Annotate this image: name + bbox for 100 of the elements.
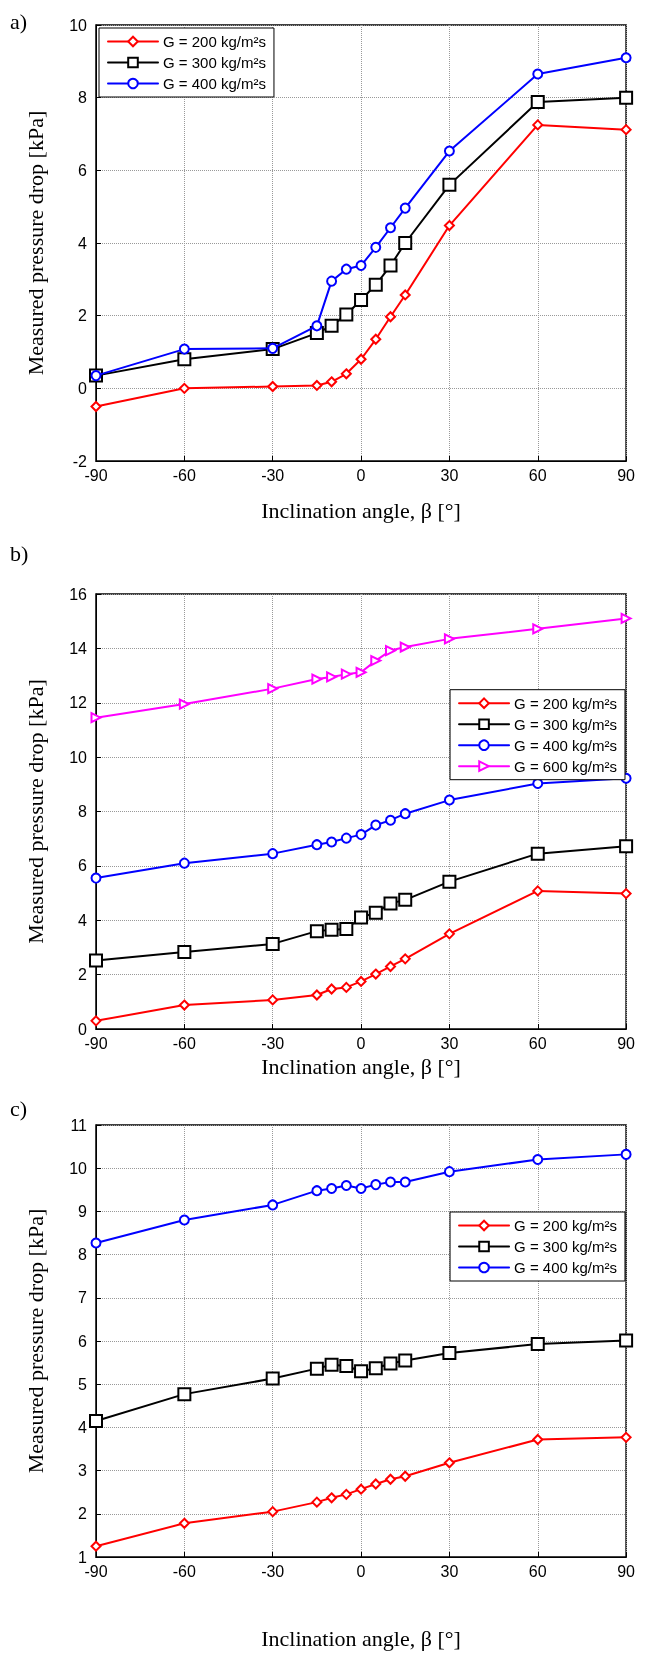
x-tick-label: -30 — [261, 466, 285, 484]
point — [324, 1357, 339, 1372]
point — [355, 666, 367, 678]
point — [339, 1359, 354, 1374]
y-tick-label: 3 — [78, 1462, 88, 1480]
point — [265, 1371, 280, 1386]
point — [370, 968, 382, 980]
point — [399, 202, 411, 214]
point — [399, 808, 411, 820]
point — [326, 376, 338, 388]
y-tick-label: 8 — [78, 1246, 88, 1264]
y-tick-label: 2 — [78, 966, 88, 984]
point — [177, 1387, 192, 1402]
point — [399, 289, 411, 301]
point — [619, 90, 634, 105]
legend-label: G = 300 kg/m²s — [163, 54, 266, 71]
point — [399, 641, 411, 653]
point — [532, 885, 544, 897]
x-tick-label: 90 — [617, 1034, 636, 1052]
y-tick-label: 11 — [70, 1116, 88, 1134]
y-tick-label: 4 — [78, 1418, 88, 1436]
point — [90, 401, 102, 412]
point — [311, 320, 323, 332]
point — [90, 1237, 102, 1249]
y-axis-title: Measured pressure drop [kPa] — [22, 110, 48, 376]
legend-label: G = 300 kg/m²s — [514, 1238, 618, 1255]
x-tick-label: -60 — [172, 1562, 197, 1580]
point — [90, 712, 102, 724]
point — [324, 922, 339, 937]
point — [532, 119, 544, 131]
point — [355, 353, 367, 365]
point — [383, 896, 398, 911]
point — [620, 52, 632, 64]
point — [370, 1478, 382, 1490]
x-tick-label: 0 — [356, 1034, 366, 1052]
point — [355, 1183, 367, 1194]
x-axis-title: Inclination angle, β [°] — [261, 1054, 461, 1080]
y-axis-title: Measured pressure drop [kPa] — [22, 679, 48, 944]
point — [311, 1496, 323, 1508]
y-tick-label: 6 — [78, 161, 88, 179]
point — [370, 333, 382, 345]
point — [355, 260, 367, 272]
point — [89, 1413, 103, 1428]
point — [311, 379, 323, 391]
point — [178, 698, 190, 710]
y-tick-label: 2 — [78, 1505, 88, 1523]
point — [443, 633, 455, 645]
point — [326, 836, 338, 848]
legend-label: G = 200 kg/m²s — [163, 33, 266, 50]
x-tick-label: -30 — [261, 1562, 285, 1580]
point — [385, 960, 396, 972]
point — [177, 352, 192, 367]
x-tick-label: 60 — [528, 1562, 547, 1580]
y-tick-label: 6 — [78, 1332, 88, 1350]
point — [399, 1176, 411, 1188]
x-tick-label: 30 — [440, 466, 459, 484]
y-tick-label: 7 — [78, 1289, 88, 1307]
point — [178, 999, 190, 1011]
point — [90, 1015, 102, 1027]
point — [619, 839, 634, 854]
point — [354, 910, 369, 925]
point — [178, 343, 190, 355]
point — [443, 928, 455, 940]
x-tick-label: -60 — [172, 466, 197, 484]
point — [340, 981, 352, 993]
point — [355, 829, 367, 841]
point — [532, 1434, 544, 1445]
point — [311, 673, 323, 685]
point — [178, 857, 190, 869]
point — [311, 989, 323, 1001]
x-tick-label: -30 — [261, 1034, 285, 1052]
point — [340, 832, 352, 844]
point — [385, 1176, 396, 1188]
y-tick-label: 12 — [69, 694, 88, 712]
text: a) — [10, 8, 28, 34]
point — [530, 1337, 545, 1352]
y-tick-label: 2 — [78, 307, 88, 325]
y-tick-label: 4 — [78, 911, 88, 929]
point — [90, 1540, 102, 1552]
point — [267, 994, 279, 1006]
point — [311, 1185, 323, 1197]
point — [309, 1361, 324, 1376]
point — [399, 953, 411, 965]
x-tick-label: 30 — [440, 1034, 459, 1052]
point — [340, 1179, 352, 1191]
legend-label: G = 300 kg/m²s — [514, 715, 618, 733]
point — [443, 220, 455, 232]
legend-label: G = 400 kg/m²s — [163, 75, 266, 92]
point — [267, 1199, 279, 1211]
point — [532, 623, 544, 635]
point — [326, 671, 338, 683]
point — [443, 1457, 455, 1469]
y-tick-label: 16 — [69, 585, 88, 603]
point — [442, 1346, 457, 1361]
point — [339, 921, 354, 936]
x-tick-label: 90 — [617, 466, 636, 484]
point — [370, 819, 382, 831]
y-tick-label: 10 — [69, 16, 88, 34]
point — [339, 307, 354, 322]
y-tick-label: 10 — [69, 1159, 88, 1177]
